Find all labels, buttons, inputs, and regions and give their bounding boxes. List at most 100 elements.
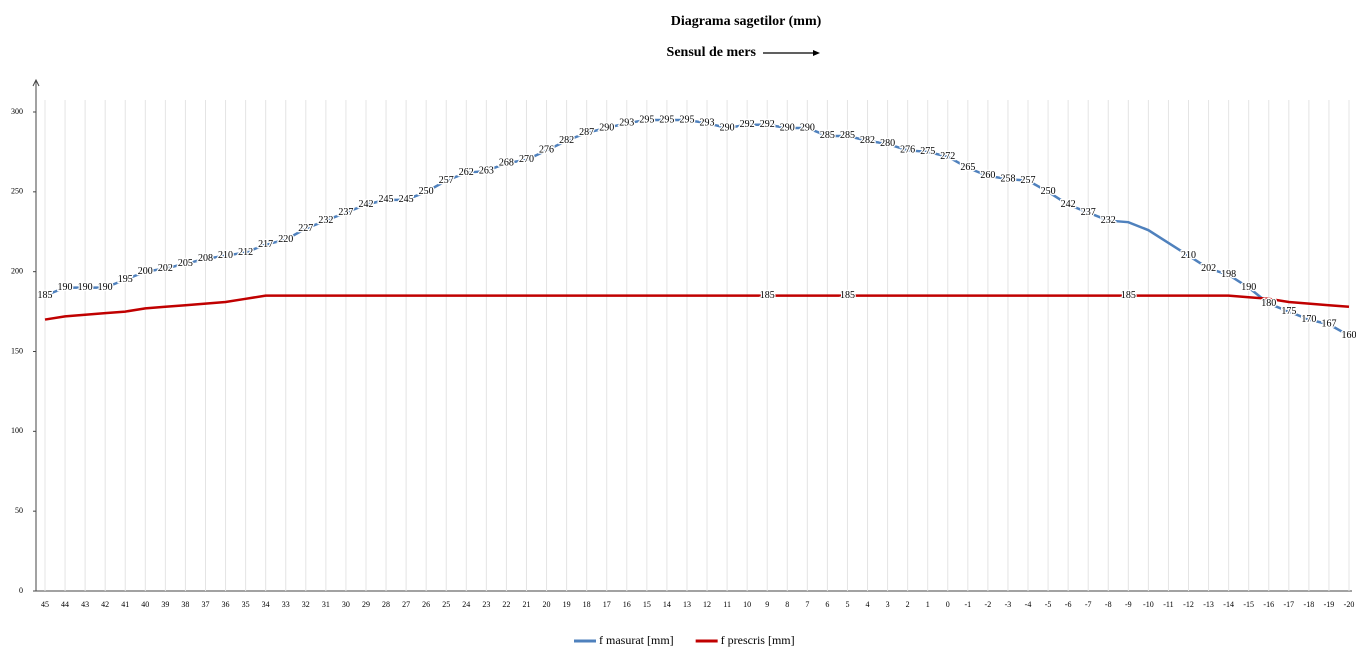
x-tick-label: 5 xyxy=(845,600,849,609)
x-tick-label: 34 xyxy=(262,600,270,609)
x-tick-label: 37 xyxy=(201,600,209,609)
x-tick-label: -3 xyxy=(1005,600,1012,609)
data-label: 202 xyxy=(1201,263,1216,274)
data-label: 280 xyxy=(880,138,895,149)
data-label: 282 xyxy=(559,135,574,146)
data-label: 262 xyxy=(459,167,474,178)
x-tick-label: -10 xyxy=(1143,600,1154,609)
x-tick-label: -1 xyxy=(964,600,971,609)
data-label: 198 xyxy=(1221,269,1236,280)
x-tick-label: 20 xyxy=(543,600,551,609)
x-tick-label: 42 xyxy=(101,600,109,609)
x-tick-label: 14 xyxy=(663,600,671,609)
data-label: 260 xyxy=(980,170,995,181)
x-tick-label: -4 xyxy=(1025,600,1032,609)
x-tick-label: 30 xyxy=(342,600,350,609)
y-tick-label: 300 xyxy=(11,107,23,116)
data-label: 292 xyxy=(760,119,775,130)
data-label: 257 xyxy=(1021,175,1036,186)
data-label: 190 xyxy=(1241,282,1256,293)
x-tick-label: 28 xyxy=(382,600,390,609)
data-label: 245 xyxy=(379,194,394,205)
x-tick-label: -19 xyxy=(1324,600,1335,609)
x-tick-label: 21 xyxy=(522,600,530,609)
y-tick-label: 150 xyxy=(11,346,23,355)
x-tick-label: -20 xyxy=(1344,600,1355,609)
data-label: 167 xyxy=(1321,319,1336,330)
data-label: 195 xyxy=(118,274,133,285)
x-tick-label: 17 xyxy=(603,600,611,609)
data-label: 232 xyxy=(1101,215,1116,226)
x-tick-label: 38 xyxy=(181,600,189,609)
x-tick-label: 35 xyxy=(242,600,250,609)
series-line xyxy=(44,118,1350,337)
data-label: 185 xyxy=(840,290,855,301)
y-tick-label: 100 xyxy=(11,426,23,435)
data-label: 276 xyxy=(539,145,554,156)
x-tick-label: -12 xyxy=(1183,600,1194,609)
x-tick-label: 40 xyxy=(141,600,149,609)
x-tick-label: -9 xyxy=(1125,600,1132,609)
data-label: 275 xyxy=(920,146,935,157)
data-label: 185 xyxy=(760,290,775,301)
direction-arrow-head xyxy=(813,50,820,56)
data-label: 295 xyxy=(639,114,654,125)
data-label: 180 xyxy=(1261,298,1276,309)
x-tick-label: 2 xyxy=(906,600,910,609)
y-tick-label: 200 xyxy=(11,266,23,275)
x-tick-label: 0 xyxy=(946,600,950,609)
data-label: 287 xyxy=(579,127,594,138)
data-label: 257 xyxy=(439,175,454,186)
data-label: 227 xyxy=(298,223,313,234)
data-label: 208 xyxy=(198,253,213,264)
data-label: 263 xyxy=(479,165,494,176)
data-label: 190 xyxy=(78,282,93,293)
x-tick-label: -16 xyxy=(1263,600,1274,609)
x-tick-label: 22 xyxy=(502,600,510,609)
legend-label: f masurat [mm] xyxy=(599,633,674,647)
data-label: 237 xyxy=(1081,207,1096,218)
data-label: 265 xyxy=(960,162,975,173)
x-tick-label: 36 xyxy=(222,600,230,609)
data-label: 272 xyxy=(940,151,955,162)
x-tick-label: -2 xyxy=(985,600,992,609)
x-tick-label: -13 xyxy=(1203,600,1214,609)
x-tick-label: 9 xyxy=(765,600,769,609)
data-label: 217 xyxy=(258,239,273,250)
x-tick-label: -14 xyxy=(1223,600,1234,609)
data-label: 200 xyxy=(138,266,153,277)
data-label: 205 xyxy=(178,258,193,269)
data-label: 285 xyxy=(840,130,855,141)
x-tick-label: 39 xyxy=(161,600,169,609)
x-tick-label: 4 xyxy=(866,600,870,609)
data-label: 210 xyxy=(218,250,233,261)
legend-label: f prescris [mm] xyxy=(721,633,795,647)
data-label: 290 xyxy=(720,122,735,133)
y-tick-label: 50 xyxy=(15,506,23,515)
data-label: 170 xyxy=(1301,314,1316,325)
x-tick-label: 1 xyxy=(926,600,930,609)
data-label: 292 xyxy=(740,119,755,130)
data-label: 290 xyxy=(780,122,795,133)
x-tick-label: 44 xyxy=(61,600,69,609)
grid xyxy=(33,100,1350,592)
x-tick-label: 27 xyxy=(402,600,410,609)
data-label: 245 xyxy=(399,194,414,205)
data-label: 293 xyxy=(619,117,634,128)
data-label: 237 xyxy=(338,207,353,218)
x-tick-label: 19 xyxy=(563,600,571,609)
data-label: 276 xyxy=(900,145,915,156)
x-tick-label: -5 xyxy=(1045,600,1052,609)
data-label: 268 xyxy=(499,157,514,168)
x-tick-label: 45 xyxy=(41,600,49,609)
x-tick-label: 10 xyxy=(743,600,751,609)
x-tick-label: -7 xyxy=(1085,600,1092,609)
x-tick-label: 13 xyxy=(683,600,691,609)
x-tick-label: 41 xyxy=(121,600,129,609)
x-tick-label: 11 xyxy=(723,600,731,609)
x-tick-label: -15 xyxy=(1243,600,1254,609)
data-label: 282 xyxy=(860,135,875,146)
x-tick-label: 12 xyxy=(703,600,711,609)
y-tick-label: 0 xyxy=(19,586,23,595)
x-tick-label: 25 xyxy=(442,600,450,609)
